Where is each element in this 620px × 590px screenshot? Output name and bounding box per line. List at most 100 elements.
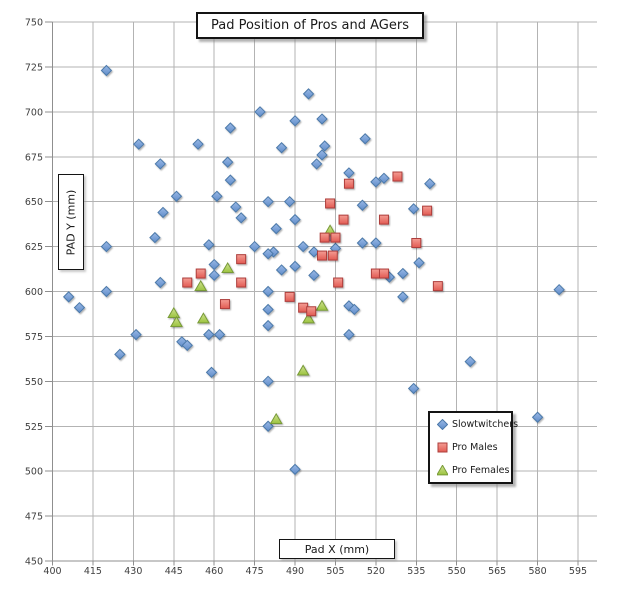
data-point (248, 240, 261, 253)
data-point (192, 138, 204, 150)
data-point (531, 411, 544, 423)
data-point (236, 254, 247, 265)
legend-item-pro-males[interactable]: Pro Males (437, 436, 498, 459)
x-tick-label: 595 (569, 566, 587, 577)
y-tick-label: 475 (25, 512, 43, 523)
tick-labels: 450 475 500 525 550 575 600 625 650 675 700 725 750 4… (25, 18, 587, 578)
data-point (424, 177, 436, 190)
data-point (219, 299, 230, 310)
y-tick-label: 450 (25, 557, 43, 568)
x-tick-label: 565 (488, 566, 506, 577)
data-point (194, 279, 208, 292)
x-tick-label: 445 (165, 566, 183, 577)
data-point (297, 240, 309, 253)
data-point (302, 312, 315, 324)
data-point (236, 277, 247, 288)
data-point (154, 276, 167, 289)
data-point (289, 260, 301, 273)
chart-title[interactable]: Pad Position of Pros and AGers (196, 12, 424, 39)
data-point (437, 465, 448, 476)
legend-item-slowtwitchers[interactable]: Slowtwitchers (437, 413, 518, 436)
data-point (316, 250, 327, 261)
series-pro-females (167, 224, 337, 424)
data-point (464, 355, 476, 368)
y-tick-label: 750 (25, 18, 43, 29)
x-axis-title[interactable]: Pad X (mm) (279, 539, 395, 559)
x-tick-label: 520 (367, 566, 385, 577)
data-point (319, 232, 330, 243)
data-point (73, 301, 86, 314)
data-point (343, 178, 354, 189)
data-point (432, 281, 443, 292)
data-point (275, 264, 288, 276)
data-point (289, 213, 301, 226)
legend-marker-square-icon (437, 442, 448, 453)
legend-marker-triangle-icon (437, 465, 448, 476)
data-point (262, 420, 274, 432)
data-point (437, 419, 448, 430)
data-point (422, 205, 433, 216)
chart-title-text: Pad Position of Pros and AGers (211, 18, 409, 33)
data-point (413, 257, 425, 269)
data-point (289, 115, 301, 127)
data-point (315, 299, 329, 311)
data-point (378, 214, 389, 225)
legend-label: Pro Males (452, 442, 498, 453)
x-tick-label: 400 (43, 566, 61, 577)
data-point (195, 268, 206, 279)
data-point (170, 190, 183, 202)
y-axis-title[interactable]: PAD Y (mm) (58, 174, 84, 270)
data-point (397, 267, 409, 280)
series-slowtwitchers (62, 64, 565, 476)
data-point (100, 64, 113, 77)
legend-item-pro-females[interactable]: Pro Females (437, 459, 509, 482)
data-point (221, 261, 235, 274)
x-tick-label: 490 (286, 566, 304, 577)
legend-marker-diamond-icon (437, 419, 448, 430)
y-tick-label: 550 (25, 377, 43, 388)
data-point (333, 277, 344, 288)
data-point (283, 195, 296, 208)
data-point (411, 237, 422, 248)
data-point (262, 375, 274, 388)
data-point (397, 291, 409, 303)
data-point (262, 303, 274, 316)
data-point (343, 167, 355, 179)
data-point (176, 336, 188, 348)
data-point (284, 291, 295, 302)
y-tick-label: 600 (25, 287, 43, 298)
data-point (203, 239, 215, 251)
data-point (213, 328, 226, 341)
data-point (325, 198, 336, 209)
data-point (114, 348, 126, 361)
data-point (181, 339, 193, 352)
data-point (205, 366, 218, 379)
data-point (308, 246, 320, 258)
data-point (208, 269, 220, 282)
data-point (230, 201, 242, 213)
x-tick-label: 415 (84, 566, 102, 577)
y-axis-title-text: PAD Y (mm) (64, 189, 78, 255)
data-point (316, 149, 328, 161)
data-point (296, 364, 310, 376)
data-point (378, 268, 389, 279)
data-point (154, 158, 167, 170)
data-point (235, 212, 247, 224)
legend[interactable]: Slowtwitchers Pro Males Pro Females (428, 411, 518, 484)
data-point (262, 319, 274, 332)
data-point (269, 412, 283, 424)
axes (45, 21, 597, 566)
data-point (306, 306, 317, 317)
data-point (169, 315, 183, 327)
data-point (182, 277, 193, 288)
data-point (262, 195, 274, 208)
legend-label: Slowtwitchers (452, 419, 519, 430)
data-point (270, 222, 282, 235)
data-point (370, 176, 382, 188)
data-point (327, 250, 338, 261)
data-point (100, 285, 113, 298)
data-point (323, 224, 337, 236)
data-point (133, 138, 145, 150)
data-point (196, 312, 210, 324)
